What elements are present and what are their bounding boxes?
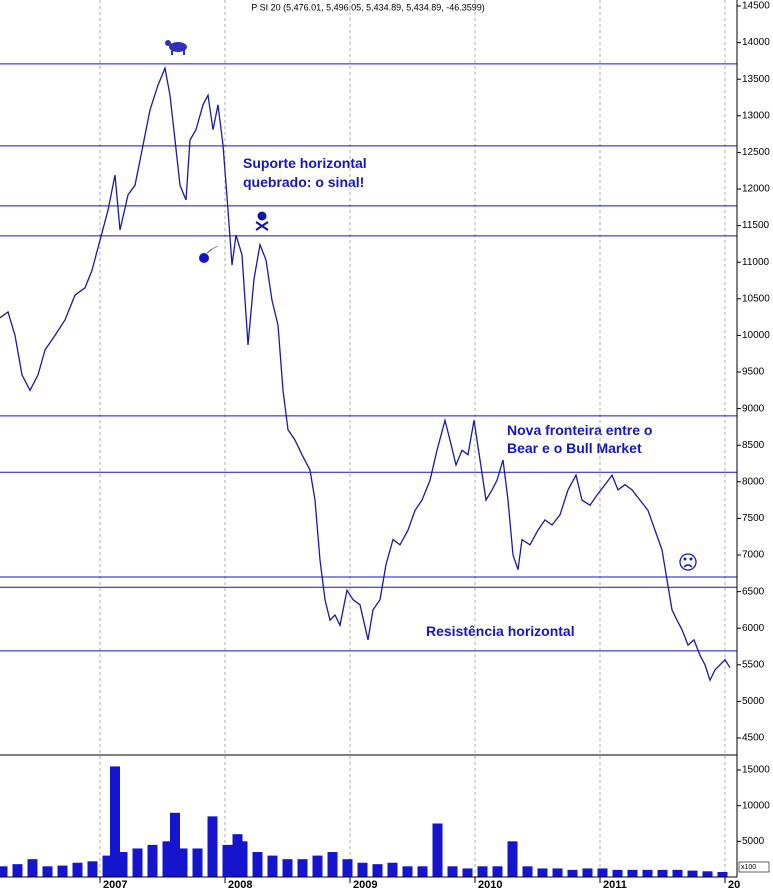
- volume-bar: [717, 872, 728, 877]
- volume-bar: [507, 841, 518, 877]
- unit-box: [738, 861, 770, 873]
- volume-bar: [297, 859, 308, 877]
- y-tick-label: 6500: [742, 586, 765, 597]
- volume-bar: [612, 869, 623, 877]
- volume-bar: [702, 871, 713, 877]
- y-tick-label: 14000: [742, 37, 770, 48]
- volume-bar: [207, 816, 218, 877]
- y-tick-label: 5500: [742, 659, 765, 670]
- y-tick-label: 13500: [742, 74, 770, 85]
- volume-bar: [177, 848, 188, 877]
- y-tick-label: 6000: [742, 623, 765, 634]
- volume-bar: [402, 866, 413, 877]
- annotation: quebrado: o sinal!: [243, 174, 364, 190]
- x-tick-label: 2008: [228, 879, 252, 891]
- annotation: Suporte horizontal: [243, 155, 367, 171]
- volume-bar: [132, 848, 143, 877]
- y-tick-label: 15000: [742, 765, 770, 776]
- y-tick-label: 4500: [742, 733, 765, 744]
- y-tick-label: 10500: [742, 293, 770, 304]
- volume-bar: [57, 865, 68, 877]
- y-tick-label: 11000: [742, 257, 770, 268]
- y-tick-label: 11500: [742, 220, 770, 231]
- volume-bar: [642, 869, 653, 877]
- volume-bar: [357, 862, 368, 877]
- volume-bar: [342, 859, 353, 877]
- volume-bar: [672, 869, 683, 877]
- volume-bar: [417, 866, 428, 877]
- volume-bar: [462, 868, 473, 877]
- y-tick-label: 9500: [742, 367, 765, 378]
- y-tick-label: 8000: [742, 476, 765, 487]
- annotation: Nova fronteira entre o: [507, 422, 652, 438]
- annotation: Bear e o Bull Market: [507, 440, 642, 456]
- x-tick-label: 2007: [103, 879, 127, 891]
- volume-bar: [282, 859, 293, 877]
- volume-bar: [582, 868, 593, 877]
- volume-bar: [567, 869, 578, 877]
- x-tick-label: 2009: [353, 879, 377, 891]
- y-tick-label: 9000: [742, 403, 765, 414]
- volume-bar: [222, 844, 233, 877]
- y-tick-label: 7500: [742, 513, 765, 524]
- volume-bar: [597, 868, 608, 877]
- y-tick-label: 12000: [742, 184, 770, 195]
- volume-bar: [102, 855, 113, 877]
- volume-bar: [522, 866, 533, 877]
- volume-bar: [267, 855, 278, 877]
- volume-bar: [192, 848, 203, 877]
- volume-bar: [657, 869, 668, 877]
- bomb-icon: [199, 245, 219, 263]
- y-tick-label: 14500: [742, 1, 770, 12]
- y-tick-label: 5000: [742, 696, 765, 707]
- volume-bar: [687, 870, 698, 877]
- volume-bar: [537, 868, 548, 877]
- y-tick-label: 8500: [742, 440, 765, 451]
- volume-bar: [477, 866, 488, 877]
- x-tick-label: 2011: [603, 879, 627, 891]
- volume-bar: [117, 852, 128, 877]
- volume-bar: [110, 766, 120, 877]
- sad-face-icon: [679, 553, 697, 571]
- volume-bar: [627, 869, 638, 877]
- x-tick-label: 20: [728, 879, 740, 891]
- volume-bar: [147, 844, 158, 877]
- volume-bar: [27, 859, 38, 877]
- volume-bar: [372, 864, 383, 877]
- volume-bar: [552, 868, 563, 877]
- volume-unit: x100: [741, 864, 756, 871]
- volume-bar: [492, 866, 503, 877]
- volume-bar: [72, 862, 83, 877]
- volume-bar: [170, 812, 180, 877]
- volume-bar: [0, 866, 8, 877]
- volume-bar: [252, 852, 263, 877]
- chart-title: P SI 20 (5,476.01, 5,496.05, 5,434.89, 5…: [251, 2, 485, 12]
- y-tick-label: 10000: [742, 800, 770, 811]
- volume-bar: [312, 855, 323, 877]
- volume-bar: [432, 823, 443, 877]
- x-tick-label: 2010: [478, 879, 502, 891]
- y-tick-label: 5000: [742, 836, 765, 847]
- volume-bar: [327, 852, 338, 877]
- volume-bar: [387, 862, 398, 877]
- y-tick-label: 7000: [742, 550, 765, 561]
- y-tick-label: 12500: [742, 147, 770, 158]
- bear-icon: [165, 40, 187, 55]
- volume-bar: [237, 841, 248, 877]
- y-tick-label: 10000: [742, 330, 770, 341]
- volume-bar: [12, 864, 23, 877]
- volume-bar: [87, 861, 98, 877]
- y-tick-label: 13000: [742, 110, 770, 121]
- annotation: Resistência horizontal: [426, 623, 575, 639]
- skull-icon: [255, 211, 269, 231]
- price-line: [0, 65, 731, 682]
- volume-bar: [447, 866, 458, 877]
- volume-bar: [42, 866, 53, 877]
- volume-bar: [162, 841, 173, 877]
